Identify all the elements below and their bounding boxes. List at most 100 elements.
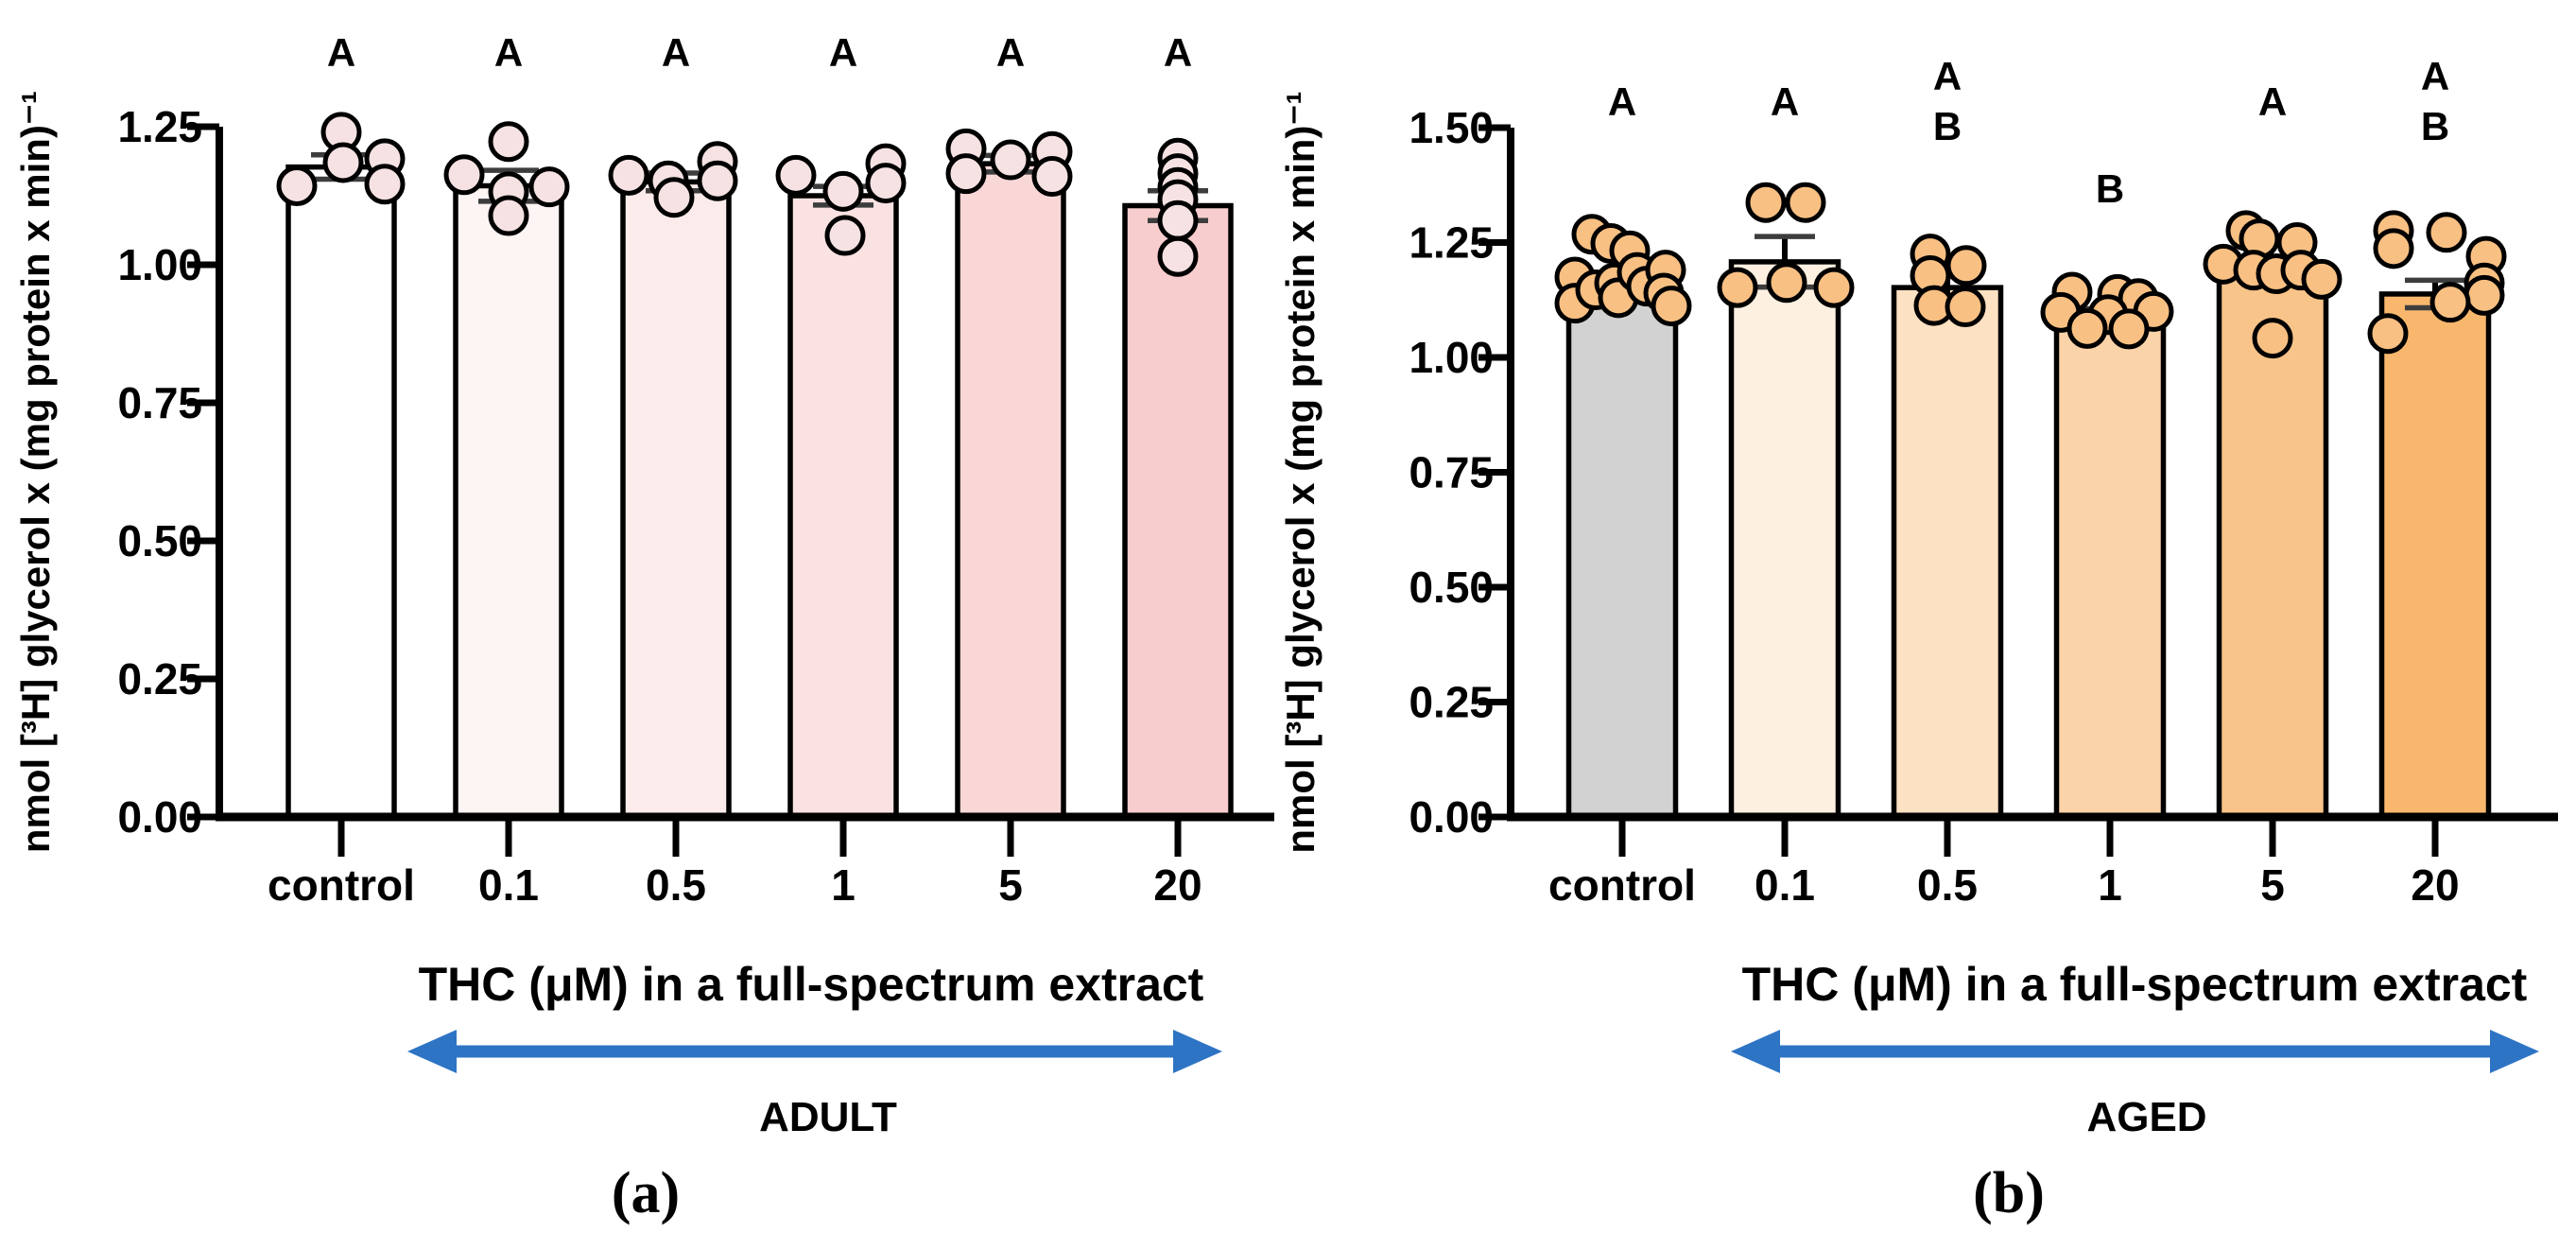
panel-b-x-tick-label: 0.1 <box>1755 860 1815 910</box>
panel-a-data-point <box>322 142 364 183</box>
panel-b-x-axis-label: THC (μM) in a full-spectrum extract <box>1742 958 2528 1011</box>
panel-b-significance-letter: A <box>2421 54 2449 98</box>
panel-a-bar-0.5 <box>620 179 732 820</box>
panel-a-x-tick-label: 1 <box>831 860 856 910</box>
panel-a-data-point <box>364 164 406 205</box>
panel-a-data-point <box>824 215 866 256</box>
panel-b-significance-letter: A <box>2258 79 2287 124</box>
panel-a-data-point <box>697 160 738 201</box>
panel-b-data-point <box>2367 313 2409 355</box>
panel-a-y-axis-label: nmol [³H] glycerol x (mg protein x min)⁻… <box>13 91 58 853</box>
panel-b-y-tick-label: 1.50 <box>1409 103 1494 152</box>
panel-b-data-point <box>2301 258 2343 300</box>
panel-b-data-point <box>1945 245 1987 287</box>
panel-b-x-tick-label: 0.5 <box>1917 860 1978 910</box>
panel-a-data-point <box>653 177 695 218</box>
panel-a-y-tick-label: 0.25 <box>117 654 202 703</box>
panel-b-bar-control <box>1565 279 1679 820</box>
panel-a-significance-letter: A <box>662 30 690 75</box>
panel-a-data-point <box>528 166 570 208</box>
panel-a-bar-5 <box>955 161 1066 820</box>
panel-b-y-tick-label: 1.25 <box>1409 218 1494 268</box>
panel-b-significance-letter: A <box>1608 79 1636 124</box>
panel-b-y-tick-label: 0.00 <box>1409 792 1494 842</box>
panel-b-arrow-right-head-icon <box>2490 1030 2539 1073</box>
panel-b-panel-tag: (b) <box>1973 1161 2045 1225</box>
panel-b-y-tick-label: 0.25 <box>1409 678 1494 727</box>
panel-b-x-tick-label: 1 <box>2098 860 2122 910</box>
panel-a-bar-control <box>285 164 397 820</box>
panel-b-x-tick-label: control <box>1548 860 1696 910</box>
panel-a-data-point <box>488 121 529 163</box>
panel-b-group-label: AGED <box>2086 1094 2206 1140</box>
panel-a-x-tick-label: 0.1 <box>478 860 539 910</box>
panel-a-bar-1 <box>787 193 899 820</box>
panel-a-panel-tag: (a) <box>612 1161 680 1225</box>
panel-b-data-point <box>2426 212 2467 253</box>
panel-a-data-point <box>488 195 529 236</box>
panel-a-y-tick-label: 0.75 <box>117 378 202 427</box>
panel-b: nmol [³H] glycerol x (mg protein x min)⁻… <box>1278 54 2558 1225</box>
panel-b-significance-letter: B <box>1933 104 1962 148</box>
panel-b-significance-letter: A <box>1771 79 1799 124</box>
panel-a-data-point <box>1157 200 1199 241</box>
panel-b-data-point <box>1813 267 1855 308</box>
panel-b-data-point <box>2373 228 2414 269</box>
panel-b-significance-letter: B <box>2421 104 2449 148</box>
panel-b-data-point <box>1717 267 1758 308</box>
panel-a-data-point <box>608 154 649 196</box>
panel-b-bar-20 <box>2378 291 2492 820</box>
panel-a-significance-letter: A <box>494 30 523 75</box>
panel-b-bar-1 <box>2053 312 2167 820</box>
panel-b-y-tick-label: 0.75 <box>1409 448 1494 497</box>
panel-b-significance-letter: B <box>2096 166 2124 211</box>
panel-a-x-tick-label: 5 <box>998 860 1023 910</box>
panel-a-bar-20 <box>1122 202 1234 820</box>
panel-b-y-tick-label: 1.00 <box>1409 333 1494 382</box>
panel-b-y-axis-label: nmol [³H] glycerol x (mg protein x min)⁻… <box>1278 91 1323 853</box>
panel-b-data-point <box>2252 318 2293 359</box>
panel-a-bar-0.1 <box>453 182 564 820</box>
panel-a-data-point <box>1157 235 1199 277</box>
panel-a-data-point <box>276 165 318 206</box>
panel-b-data-point <box>2108 308 2150 350</box>
panel-b-data-point <box>2464 274 2505 316</box>
panel-b-data-point <box>1766 262 1807 304</box>
panel-a-data-point <box>990 139 1031 181</box>
panel-a-x-tick-label: control <box>268 860 415 910</box>
panel-a-x-axis-label: THC (μM) in a full-spectrum extract <box>419 958 1204 1011</box>
panel-a-data-point <box>443 154 485 196</box>
panel-a: nmol [³H] glycerol x (mg protein x min)⁻… <box>13 30 1274 1225</box>
panel-b-x-tick-label: 20 <box>2411 860 2459 910</box>
panel-b-x-tick-label: 5 <box>2260 860 2285 910</box>
panel-a-y-tick-label: 1.25 <box>117 102 202 151</box>
panel-a-data-point <box>822 170 864 212</box>
panel-b-y-tick-label: 0.50 <box>1409 563 1494 612</box>
panel-b-bar-0.1 <box>1728 259 1841 820</box>
panel-a-arrow-left-head-icon <box>407 1030 457 1073</box>
panel-a-data-point <box>775 154 817 196</box>
panel-a-significance-letter: A <box>829 30 857 75</box>
panel-b-significance-letter: A <box>1933 54 1962 98</box>
panel-b-data-point <box>2429 282 2471 323</box>
panel-a-data-point <box>865 163 907 204</box>
panel-a-x-tick-label: 0.5 <box>646 860 706 910</box>
panel-b-data-point <box>1651 286 1692 327</box>
panel-b-bar-0.5 <box>1891 285 2004 820</box>
panel-a-group-label: ADULT <box>759 1094 897 1140</box>
panel-a-y-tick-label: 0.50 <box>117 516 202 565</box>
panel-a-significance-letter: A <box>1164 30 1192 75</box>
panel-a-significance-letter: A <box>327 30 355 75</box>
panel-b-arrow-left-head-icon <box>1731 1030 1780 1073</box>
panel-b-data-point <box>2066 307 2108 349</box>
panel-b-data-point <box>1745 182 1787 223</box>
panel-b-data-point <box>1785 182 1826 223</box>
panel-a-y-tick-label: 1.00 <box>117 240 202 289</box>
panel-a-data-point <box>1031 156 1073 198</box>
panel-a-significance-letter: A <box>996 30 1025 75</box>
panel-b-data-point <box>1945 287 1986 328</box>
panel-a-y-tick-label: 0.00 <box>117 792 202 842</box>
panel-a-arrow-right-head-icon <box>1173 1030 1222 1073</box>
